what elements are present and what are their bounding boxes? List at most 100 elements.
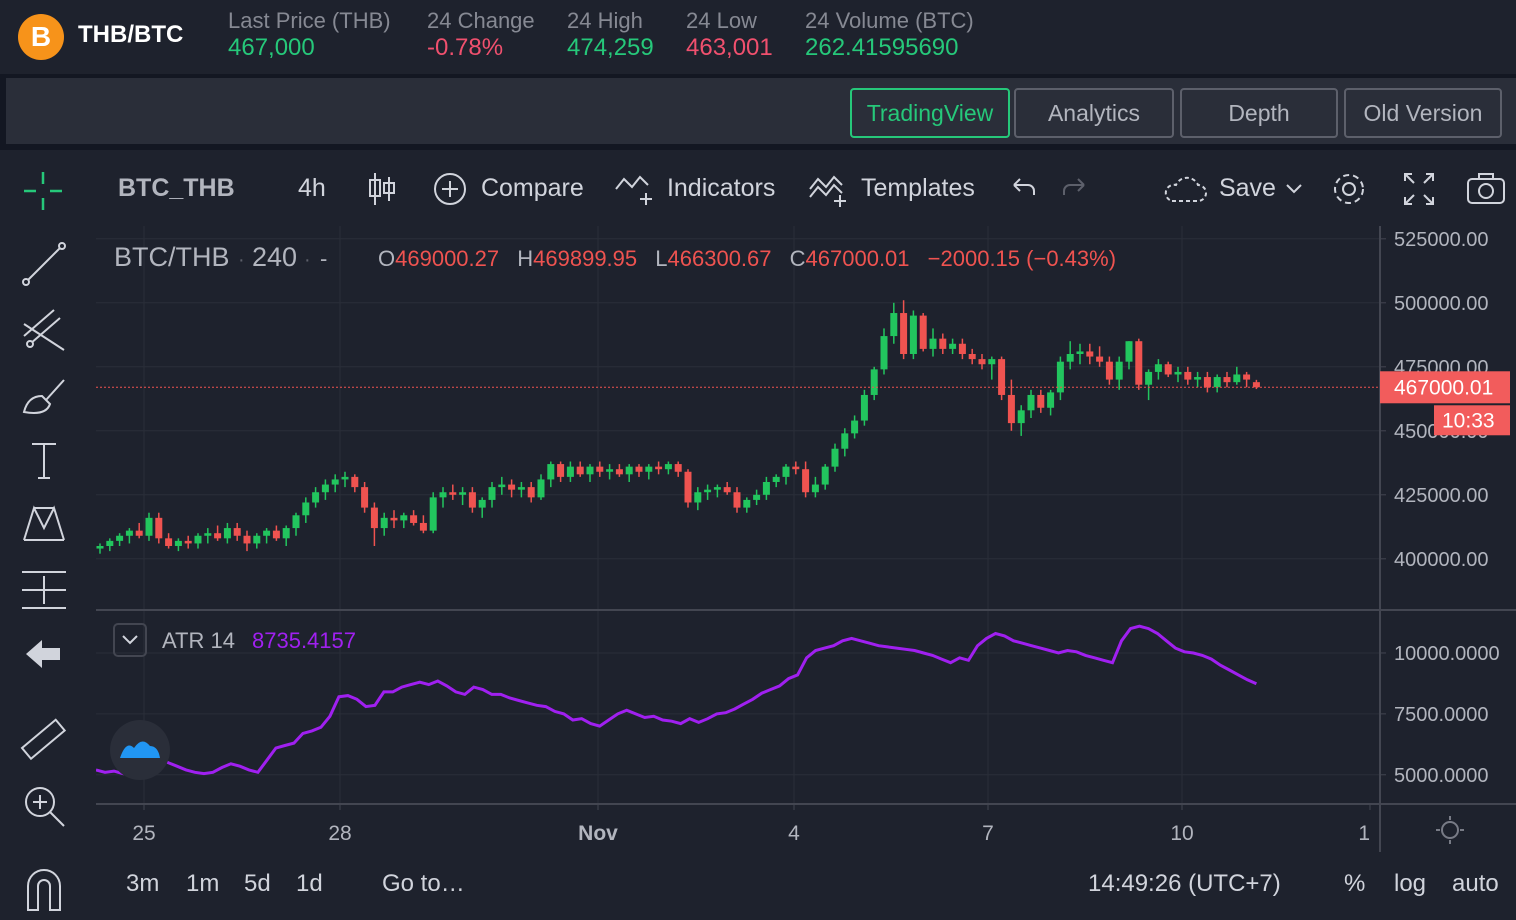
symbol-search[interactable]: BTC_THB [118, 174, 235, 202]
log-toggle[interactable]: log [1394, 870, 1427, 897]
stat-24-volume: 24 Volume (BTC) 262.41595690 [805, 8, 974, 62]
candle-body [517, 487, 525, 490]
atr-value: 8735.4157 [252, 628, 356, 653]
chart-canvas[interactable]: 525000.00500000.00475000.00450000.004250… [82, 226, 1516, 852]
candle-body [1007, 394, 1015, 424]
pair-title: THB/BTC [78, 21, 184, 48]
last-price-label: 467000.01 [1394, 376, 1493, 399]
atr-axis-ticks: 10000.0000 7500.0000 5000.0000 [1380, 643, 1500, 787]
chart-toolbar: BTC_THB 4h Compare Indicators Templates … [0, 150, 1516, 226]
arrow-left-icon[interactable] [20, 630, 68, 678]
sun-settings-icon[interactable] [1436, 816, 1464, 844]
stat-value: 467,000 [228, 34, 315, 61]
candle-body [459, 492, 467, 495]
auto-toggle[interactable]: auto [1452, 870, 1499, 897]
range-1d[interactable]: 1d [296, 870, 323, 897]
candle-body [106, 540, 114, 546]
measure-range-icon[interactable] [20, 566, 68, 614]
atr-collapse-button[interactable] [113, 623, 147, 657]
time-tick-label: Nov [578, 822, 618, 845]
chart-bottom-bar: 3m 1m 5d 1d Go to… 14:49:26 (UTC+7) % lo… [96, 852, 1516, 920]
candle-body [1243, 374, 1251, 380]
candle-type-icon[interactable] [366, 170, 398, 206]
legend-sep: · [238, 249, 245, 271]
open-value: 469000.27 [395, 246, 499, 271]
indicators-label: Indicators [666, 174, 776, 202]
ruler-icon[interactable] [20, 716, 68, 764]
candle-body [998, 359, 1006, 395]
candle-body [292, 515, 300, 529]
candle-body [1213, 377, 1221, 388]
candle-body [1017, 410, 1025, 424]
candle-body [439, 492, 447, 498]
chevron-down-icon[interactable] [1284, 170, 1304, 206]
time-tick-label: 4 [788, 822, 800, 845]
fullscreen-icon[interactable] [1402, 170, 1436, 206]
candle-body [723, 487, 731, 493]
percent-toggle[interactable]: % [1344, 870, 1366, 897]
range-5d[interactable]: 5d [244, 870, 271, 897]
tab-depth[interactable]: Depth [1180, 88, 1338, 138]
fib-tool-icon[interactable] [20, 306, 68, 354]
low-value: 466300.67 [668, 246, 772, 271]
candle-body [1125, 341, 1133, 362]
candle-body [557, 464, 565, 477]
goto-button[interactable]: Go to… [382, 870, 465, 897]
candle-body [508, 484, 516, 490]
candle-body [145, 517, 153, 536]
candle-body [890, 313, 898, 337]
cloud-icon [1164, 177, 1207, 203]
candle-body [1086, 351, 1094, 357]
pattern-tool-icon[interactable] [20, 500, 68, 548]
candle-body [400, 515, 408, 521]
trend-line-icon[interactable] [20, 240, 68, 288]
camera-icon[interactable] [1466, 170, 1506, 206]
text-tool-icon[interactable] [20, 436, 68, 484]
gear-icon[interactable] [1330, 170, 1368, 206]
stat-label: Last Price (THB) [228, 8, 391, 33]
stat-value: -0.78% [427, 34, 504, 61]
candle-body [704, 489, 712, 493]
candle-body [958, 343, 966, 354]
compare-label: Compare [480, 174, 584, 202]
candle-body [204, 533, 212, 536]
brush-icon[interactable] [20, 372, 68, 420]
candle-body [811, 484, 819, 493]
compare-button[interactable]: Compare [432, 170, 584, 206]
stat-label: 24 High [567, 8, 643, 33]
tab-analytics[interactable]: Analytics [1014, 88, 1174, 138]
candle-body [282, 528, 290, 539]
undo-icon[interactable] [1010, 170, 1038, 206]
range-1m[interactable]: 1m [186, 870, 220, 897]
candle-body [664, 464, 672, 470]
range-3m[interactable]: 3m [126, 870, 160, 897]
candle-body [1047, 392, 1055, 408]
candle-body [361, 487, 369, 508]
close-label: C [790, 246, 806, 271]
candle-body [174, 540, 182, 546]
save-button[interactable]: Save [1162, 170, 1276, 206]
high-label: H [517, 246, 533, 271]
indicators-button[interactable]: Indicators [614, 170, 775, 206]
chart-area[interactable]: 525000.00500000.00475000.00450000.004250… [82, 226, 1516, 852]
redo-icon[interactable] [1060, 170, 1088, 206]
magnet-icon[interactable] [20, 866, 68, 914]
templates-button[interactable]: Templates [808, 170, 975, 208]
clock-timezone[interactable]: 14:49:26 (UTC+7) [1088, 870, 1281, 897]
candle-body [1194, 377, 1202, 380]
crosshair-icon[interactable] [20, 168, 66, 210]
candle-body [135, 530, 143, 536]
candle-body [1174, 371, 1182, 375]
interval-select[interactable]: 4h [298, 174, 326, 202]
candle-body [302, 502, 310, 516]
price-tick-label: 500000.00 [1394, 293, 1489, 315]
tab-old-version[interactable]: Old Version [1344, 88, 1502, 138]
candle-body [312, 492, 320, 503]
legend-dash: - [320, 246, 327, 271]
last-price-label-bg [1380, 371, 1510, 404]
candle-body [841, 433, 849, 449]
candle-body [645, 466, 653, 472]
candle-body [1164, 364, 1172, 375]
zoom-in-icon[interactable] [20, 782, 68, 830]
tab-tradingview[interactable]: TradingView [850, 88, 1010, 138]
